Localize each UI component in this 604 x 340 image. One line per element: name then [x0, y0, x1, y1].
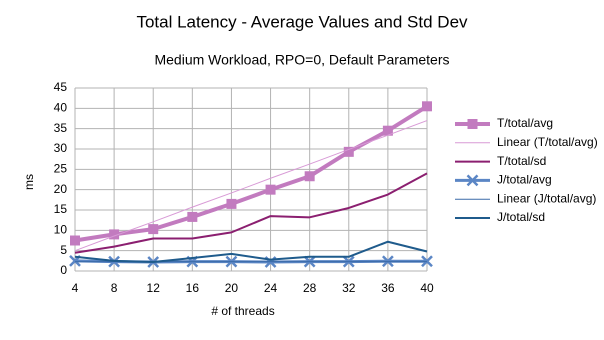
series-line: [74, 240, 428, 264]
marker: [304, 171, 315, 182]
x-tick-label: 12: [147, 281, 161, 295]
y-tick-label: 0: [60, 263, 67, 277]
y-tick-label: 10: [54, 223, 68, 237]
x-tick-label: 40: [420, 281, 434, 295]
series-line: [74, 104, 429, 243]
y-tick-label: 20: [54, 182, 68, 196]
marker: [109, 229, 120, 240]
x-tick-label: 36: [381, 281, 395, 295]
marker: [187, 211, 198, 222]
y-tick-label: 25: [54, 162, 68, 176]
legend-label: T/total/sd: [497, 154, 546, 168]
legend-marker: [467, 119, 478, 129]
marker: [70, 235, 80, 246]
marker: [265, 184, 276, 195]
legend-label: T/total/avg: [497, 116, 553, 130]
y-tick-label: 30: [54, 141, 68, 155]
x-tick-label: 16: [186, 281, 200, 295]
y-tick-label: 35: [54, 121, 68, 135]
marker: [422, 101, 432, 112]
x-tick-label: 4: [72, 281, 79, 295]
marker: [343, 146, 354, 157]
y-tick-label: 15: [54, 202, 68, 216]
chart-subtitle: Medium Workload, RPO=0, Default Paramete…: [154, 52, 449, 68]
legend-label: J/total/avg: [497, 173, 552, 187]
marker: [226, 198, 237, 209]
y-tick-label: 5: [60, 243, 67, 257]
legend-label: J/total/sd: [497, 210, 545, 224]
legend-marker: [466, 174, 479, 187]
series-line: [74, 172, 428, 254]
x-tick-label: 32: [342, 281, 356, 295]
marker: [148, 224, 159, 235]
legend-label: Linear (J/total/avg): [497, 191, 596, 205]
legend-label: Linear (T/total/avg): [497, 135, 598, 149]
y-tick-label: 45: [54, 80, 68, 94]
marker: [382, 125, 393, 136]
y-axis-label: ms: [22, 174, 36, 190]
x-tick-label: 8: [111, 281, 118, 295]
x-axis-label: # of threads: [211, 304, 274, 318]
y-tick-label: 40: [54, 101, 68, 115]
x-tick-label: 28: [303, 281, 317, 295]
chart-title: Total Latency - Average Values and Std D…: [136, 12, 468, 31]
x-tick-label: 20: [225, 281, 239, 295]
x-tick-label: 24: [264, 281, 278, 295]
series-line: [74, 120, 428, 252]
